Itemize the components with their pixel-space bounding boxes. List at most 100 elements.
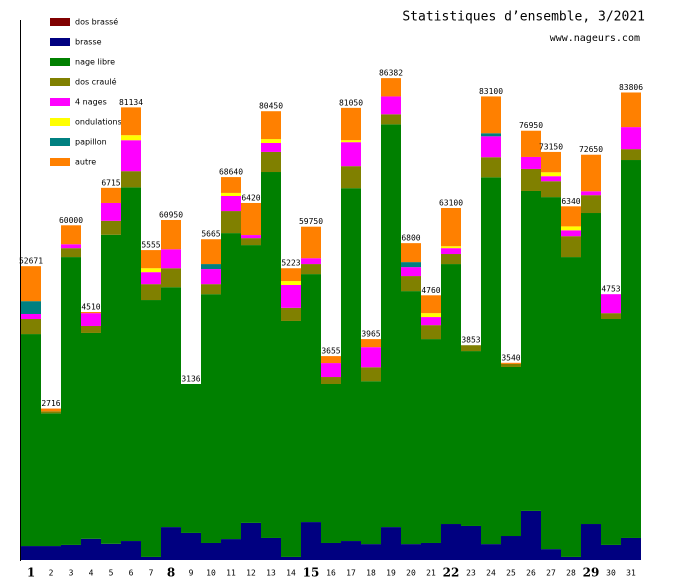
bar-segment — [421, 317, 441, 326]
bar-segment — [481, 96, 501, 134]
bar-segment — [201, 294, 221, 543]
bar-segment — [281, 320, 301, 557]
x-tick-label: 12 — [246, 569, 256, 578]
bar-segment — [241, 245, 261, 523]
bar-segment — [21, 266, 41, 302]
bar-segment — [121, 541, 141, 560]
total-label: 3965 — [361, 330, 380, 339]
bar-segment — [241, 202, 261, 236]
total-label: 68640 — [219, 168, 243, 177]
bar-segment — [21, 301, 41, 314]
bar-segment — [121, 187, 141, 542]
bar-segment — [221, 196, 241, 212]
bar-segment — [601, 313, 621, 320]
bar-segment — [481, 133, 501, 137]
bar-segment — [361, 381, 381, 545]
x-tick-label: 10 — [206, 569, 216, 578]
total-label: 60000 — [59, 216, 83, 225]
bar-segment — [421, 542, 441, 560]
bar-segment — [461, 525, 481, 560]
bar-segment — [201, 269, 221, 285]
bar-segment — [481, 177, 501, 545]
total-label: 52671 — [19, 257, 43, 266]
bar-segment — [121, 107, 141, 136]
bar-segment — [501, 363, 521, 367]
bar-segment — [281, 307, 301, 321]
bar-segment — [141, 284, 161, 301]
bar-segment — [441, 264, 461, 525]
bar-segment — [521, 156, 541, 169]
total-label: 3853 — [461, 336, 480, 345]
bar-segment — [341, 107, 361, 141]
legend-swatch — [50, 118, 70, 126]
bar-segment — [281, 284, 301, 308]
bar-segment — [301, 264, 321, 275]
bar-segment — [621, 149, 641, 161]
bar-segment — [541, 151, 561, 173]
bar-segment — [41, 413, 61, 547]
total-label: 3655 — [321, 347, 340, 356]
bar-segment — [381, 96, 401, 115]
total-label: 60950 — [159, 210, 183, 219]
bar-segment — [581, 191, 601, 196]
bar-segment — [281, 268, 301, 282]
bar-segment — [81, 538, 101, 560]
bar-segment — [321, 356, 341, 364]
x-tick-label: 27 — [546, 569, 556, 578]
bar-segment — [81, 312, 101, 314]
x-tick-label: 3 — [69, 569, 74, 578]
bar-segment — [481, 157, 501, 178]
bar-segment — [361, 347, 381, 368]
x-tick-label: 25 — [506, 569, 516, 578]
bar-segment — [241, 522, 261, 560]
bar-segment — [621, 92, 641, 128]
x-tick-label: 13 — [266, 569, 276, 578]
bar-segment — [181, 532, 201, 560]
bar-segment — [401, 544, 421, 560]
bar-segment — [81, 332, 101, 539]
bar-segment — [141, 556, 161, 560]
total-label: 5223 — [281, 259, 300, 268]
legend-swatch — [50, 38, 70, 46]
x-tick-label: 6 — [129, 569, 134, 578]
total-label: 4510 — [81, 303, 100, 312]
legend-swatch — [50, 98, 70, 106]
bar-segment — [581, 195, 601, 214]
legend-label: ondulations — [75, 118, 122, 127]
bar-segment — [261, 143, 281, 152]
total-label: 6340 — [561, 197, 580, 206]
bar-segment — [441, 254, 461, 265]
bar-segment — [61, 257, 81, 545]
bar-segment — [161, 527, 181, 560]
total-label: 4760 — [421, 286, 440, 295]
legend-swatch — [50, 138, 70, 146]
bar-segment — [81, 313, 101, 326]
legend-label: dos brassé — [75, 17, 118, 27]
bar-segment — [161, 268, 181, 288]
bar-segment — [101, 187, 121, 203]
bar-segment — [101, 234, 121, 544]
total-label: 6420 — [241, 193, 260, 202]
x-tick-label: 19 — [386, 569, 396, 578]
total-label: 3540 — [501, 353, 520, 362]
bar-segment — [221, 233, 241, 540]
bar-segment — [61, 544, 81, 560]
bar-segment — [601, 319, 621, 545]
total-label: 63100 — [439, 198, 463, 207]
total-label: 3136 — [181, 374, 200, 383]
bar-segment — [201, 264, 221, 270]
x-tick-label: 26 — [526, 569, 536, 578]
bar-segment — [101, 220, 121, 235]
bar-segment — [201, 542, 221, 560]
bar-segment — [501, 362, 521, 364]
bar-segment — [621, 160, 641, 538]
x-tick-label: 16 — [326, 569, 336, 578]
bar-segment — [341, 142, 361, 167]
x-tick-label: 28 — [566, 569, 576, 578]
x-tick-label: 4 — [89, 569, 94, 578]
bar-segment — [541, 176, 561, 182]
total-label: 81050 — [339, 98, 363, 107]
bar-segment — [101, 543, 121, 560]
bar-segment — [61, 244, 81, 249]
